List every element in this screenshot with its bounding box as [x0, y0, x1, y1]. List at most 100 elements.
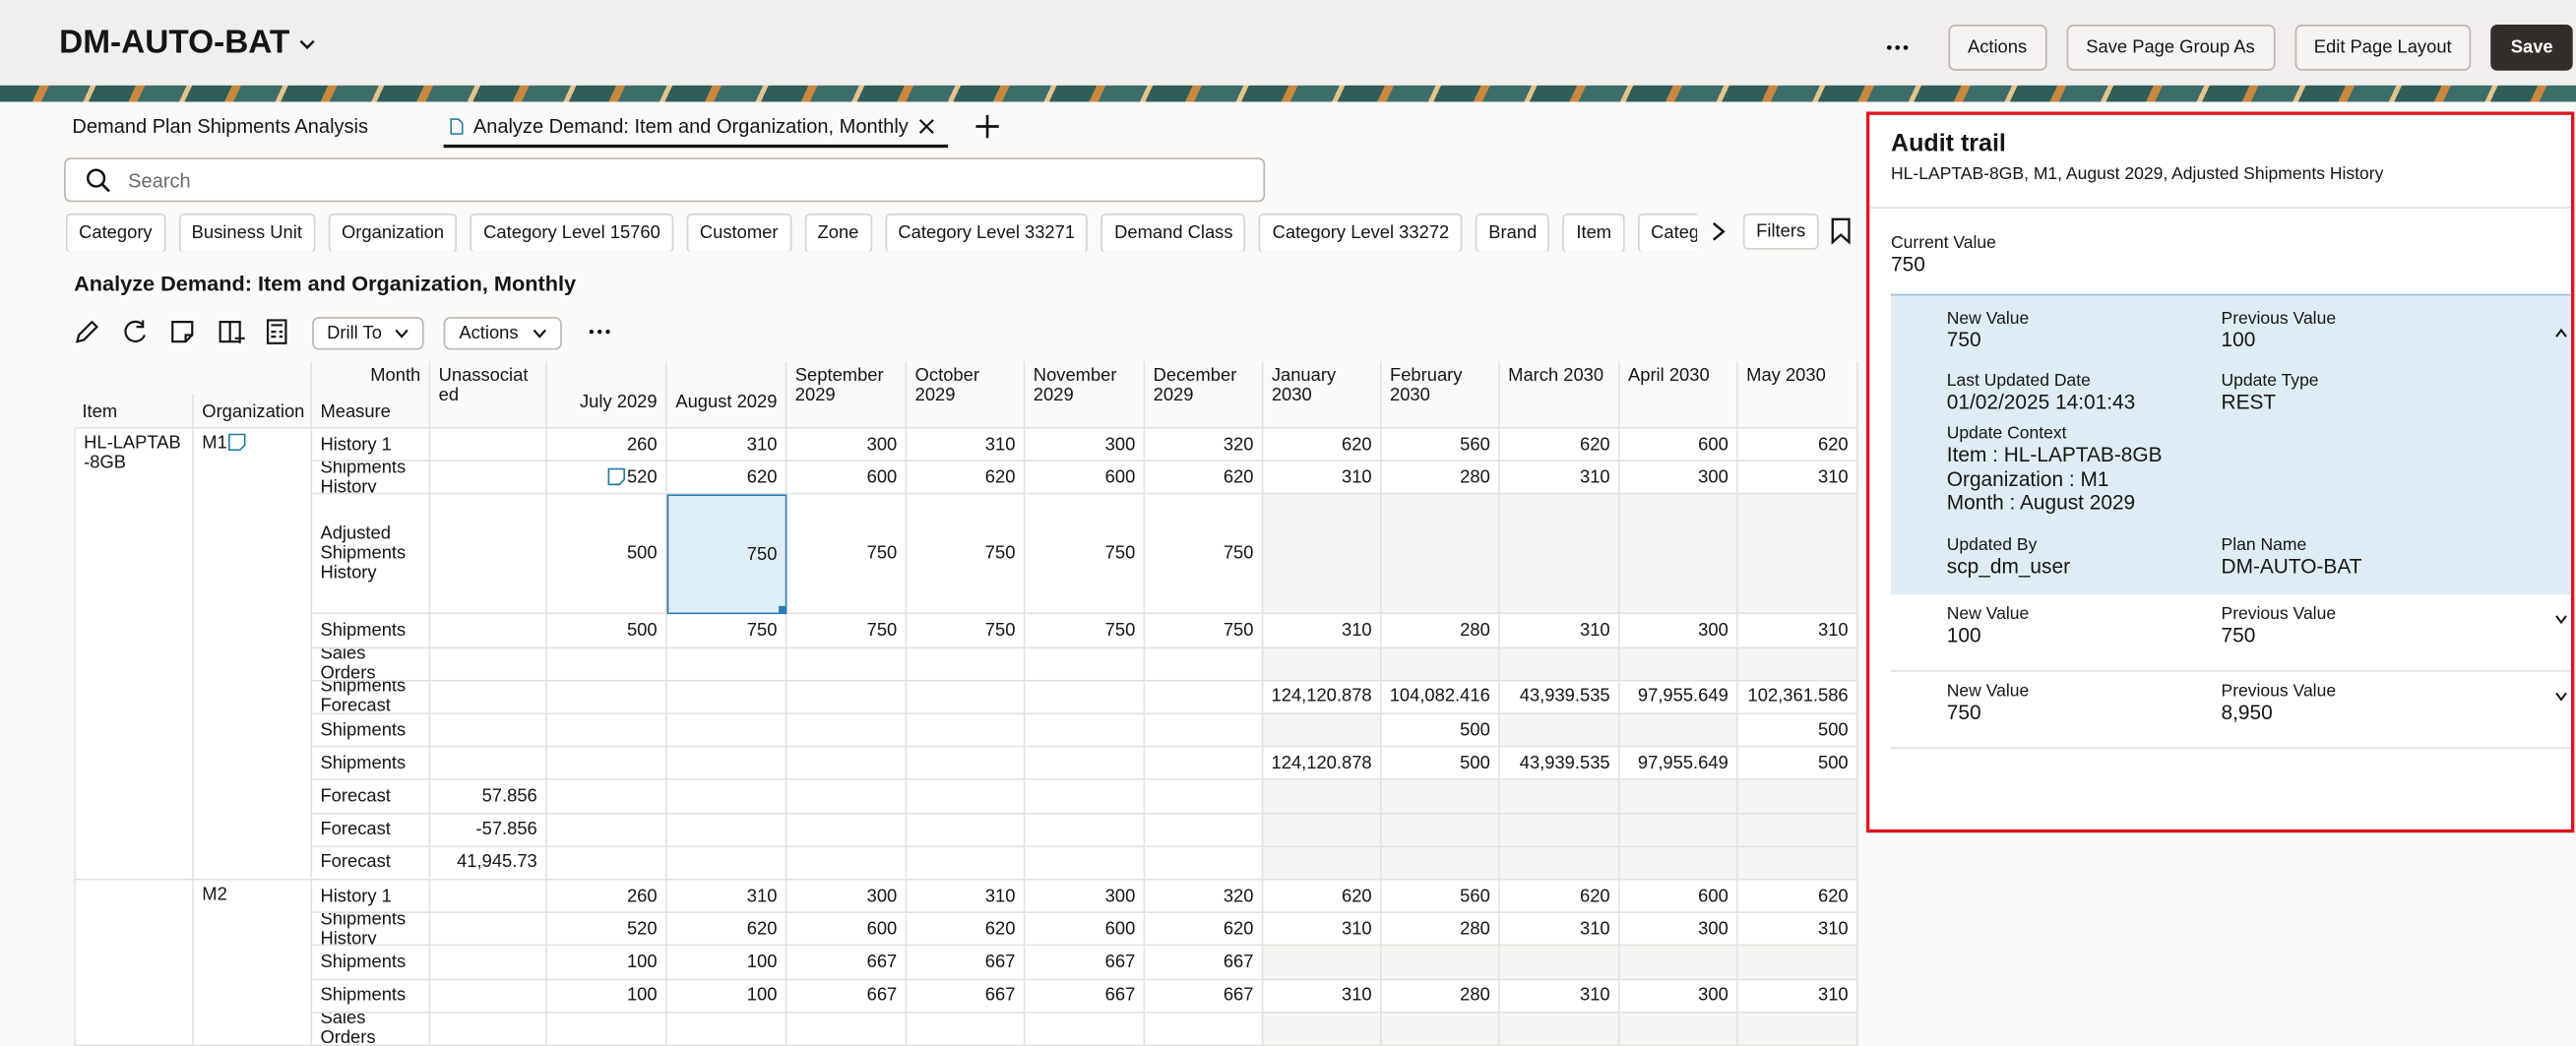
data-cell[interactable] — [1263, 1013, 1382, 1046]
data-cell[interactable] — [1263, 495, 1382, 615]
data-cell[interactable] — [1025, 681, 1146, 714]
data-cell[interactable] — [1145, 1013, 1264, 1046]
data-cell[interactable]: 750 — [1145, 614, 1264, 648]
data-cell[interactable]: 280 — [1381, 913, 1500, 947]
data-cell[interactable]: 750 — [666, 614, 787, 648]
audit-entry[interactable]: New Value 750 Previous Value 8,950 — [1891, 672, 2572, 750]
data-cell[interactable] — [1263, 947, 1382, 980]
data-cell[interactable]: 97,955.649 — [1619, 747, 1738, 781]
data-cell[interactable] — [1381, 495, 1500, 615]
data-cell[interactable]: 310 — [1499, 979, 1620, 1014]
tab[interactable]: Demand Plan Shipments Analysis — [72, 108, 368, 145]
data-cell[interactable] — [666, 714, 787, 748]
bookmark-icon[interactable] — [1830, 216, 1852, 245]
filter-chip[interactable]: Category Level 15760 — [470, 213, 674, 252]
scroll-right[interactable] — [1709, 220, 1728, 243]
data-cell[interactable] — [1145, 714, 1264, 748]
data-cell[interactable]: 57.856 — [430, 780, 547, 815]
data-cell[interactable] — [1619, 846, 1738, 881]
filter-chip[interactable]: Category Level 33272 — [1259, 213, 1463, 252]
data-cell[interactable]: 100 — [666, 947, 787, 980]
data-cell[interactable]: 300 — [1619, 614, 1738, 648]
data-cell[interactable] — [907, 681, 1026, 714]
data-cell[interactable]: 310 — [1737, 461, 1858, 495]
data-cell[interactable] — [1025, 714, 1146, 748]
data-cell[interactable] — [1619, 1013, 1738, 1046]
header-button[interactable]: Edit Page Layout — [2293, 25, 2472, 71]
data-cell[interactable] — [1145, 814, 1264, 847]
data-cell[interactable]: 750 — [1025, 495, 1146, 615]
filter-chip[interactable]: Category Level 33271 — [885, 213, 1089, 252]
data-cell[interactable]: 667 — [1145, 979, 1264, 1014]
data-cell[interactable]: 750 — [1025, 614, 1146, 648]
data-cell[interactable] — [907, 647, 1026, 682]
data-cell[interactable] — [666, 681, 787, 714]
data-cell[interactable] — [1145, 747, 1264, 781]
more-icon[interactable] — [1886, 27, 1909, 69]
data-cell[interactable]: 500 — [1381, 747, 1500, 781]
data-cell[interactable] — [1499, 1013, 1620, 1046]
filter-chip[interactable]: Brand — [1475, 213, 1550, 252]
data-cell[interactable]: 500 — [546, 614, 667, 648]
data-cell[interactable] — [430, 714, 547, 748]
data-cell[interactable]: 260 — [546, 880, 667, 914]
data-cell[interactable]: 750 — [1145, 495, 1264, 615]
data-cell[interactable] — [786, 780, 908, 815]
data-cell[interactable] — [786, 681, 908, 714]
data-cell[interactable] — [1025, 846, 1146, 881]
data-cell[interactable] — [907, 1013, 1026, 1046]
filter-chip[interactable]: Zone — [804, 213, 872, 252]
data-cell[interactable]: 620 — [1499, 880, 1620, 914]
data-cell[interactable] — [1381, 780, 1500, 815]
data-cell[interactable] — [1737, 846, 1858, 881]
data-cell[interactable] — [1499, 647, 1620, 682]
data-cell[interactable]: 300 — [1025, 428, 1146, 462]
data-cell[interactable]: 310 — [1737, 614, 1858, 648]
header-button[interactable]: Save Page Group As — [2066, 25, 2275, 71]
data-cell[interactable] — [1025, 780, 1146, 815]
data-cell[interactable] — [430, 495, 547, 615]
filter-chip[interactable]: Category — [65, 213, 165, 252]
data-cell[interactable]: 560 — [1381, 880, 1500, 914]
data-cell[interactable]: 310 — [666, 880, 787, 914]
data-cell[interactable] — [666, 1013, 787, 1046]
tab[interactable]: Analyze Demand: Item and Organization, M… — [443, 108, 948, 149]
data-cell[interactable]: 600 — [786, 461, 908, 495]
data-cell[interactable]: -57.856 — [430, 814, 547, 847]
data-cell[interactable]: 667 — [786, 947, 908, 980]
data-cell[interactable] — [666, 780, 787, 815]
data-cell[interactable] — [1499, 814, 1620, 847]
data-cell[interactable]: 500 — [546, 495, 667, 615]
data-cell[interactable]: 667 — [907, 947, 1026, 980]
header-button[interactable]: Actions — [1947, 25, 2047, 71]
data-cell[interactable] — [430, 428, 547, 462]
data-cell[interactable]: 750 — [907, 614, 1026, 648]
data-cell[interactable] — [430, 747, 547, 781]
data-cell[interactable]: 667 — [1025, 947, 1146, 980]
data-cell[interactable]: 280 — [1381, 614, 1500, 648]
data-cell[interactable]: 667 — [907, 979, 1026, 1014]
data-cell[interactable]: 300 — [786, 428, 908, 462]
toolbar-icons[interactable] — [72, 317, 293, 346]
collapse-icon[interactable] — [2554, 328, 2567, 338]
audit-entry[interactable]: New Value 100 Previous Value 750 — [1891, 594, 2572, 672]
data-cell[interactable] — [907, 747, 1026, 781]
data-cell[interactable] — [1499, 947, 1620, 980]
data-cell[interactable]: 310 — [1263, 461, 1382, 495]
data-cell[interactable]: 300 — [1619, 913, 1738, 947]
data-cell[interactable] — [430, 880, 547, 914]
data-cell[interactable]: 667 — [1025, 979, 1146, 1014]
data-cell[interactable] — [1737, 814, 1858, 847]
data-cell[interactable] — [1145, 846, 1264, 881]
data-cell[interactable]: 750 — [786, 614, 908, 648]
data-cell[interactable] — [546, 814, 667, 847]
data-cell[interactable]: 620 — [1263, 880, 1382, 914]
data-cell[interactable] — [1381, 814, 1500, 847]
data-cell[interactable]: 300 — [1619, 979, 1738, 1014]
data-cell[interactable] — [546, 780, 667, 815]
add-tab[interactable] — [974, 113, 1001, 140]
data-cell[interactable] — [546, 647, 667, 682]
data-cell[interactable]: 520 — [546, 913, 667, 947]
data-cell[interactable]: 310 — [1263, 913, 1382, 947]
data-cell[interactable]: 100 — [546, 947, 667, 980]
